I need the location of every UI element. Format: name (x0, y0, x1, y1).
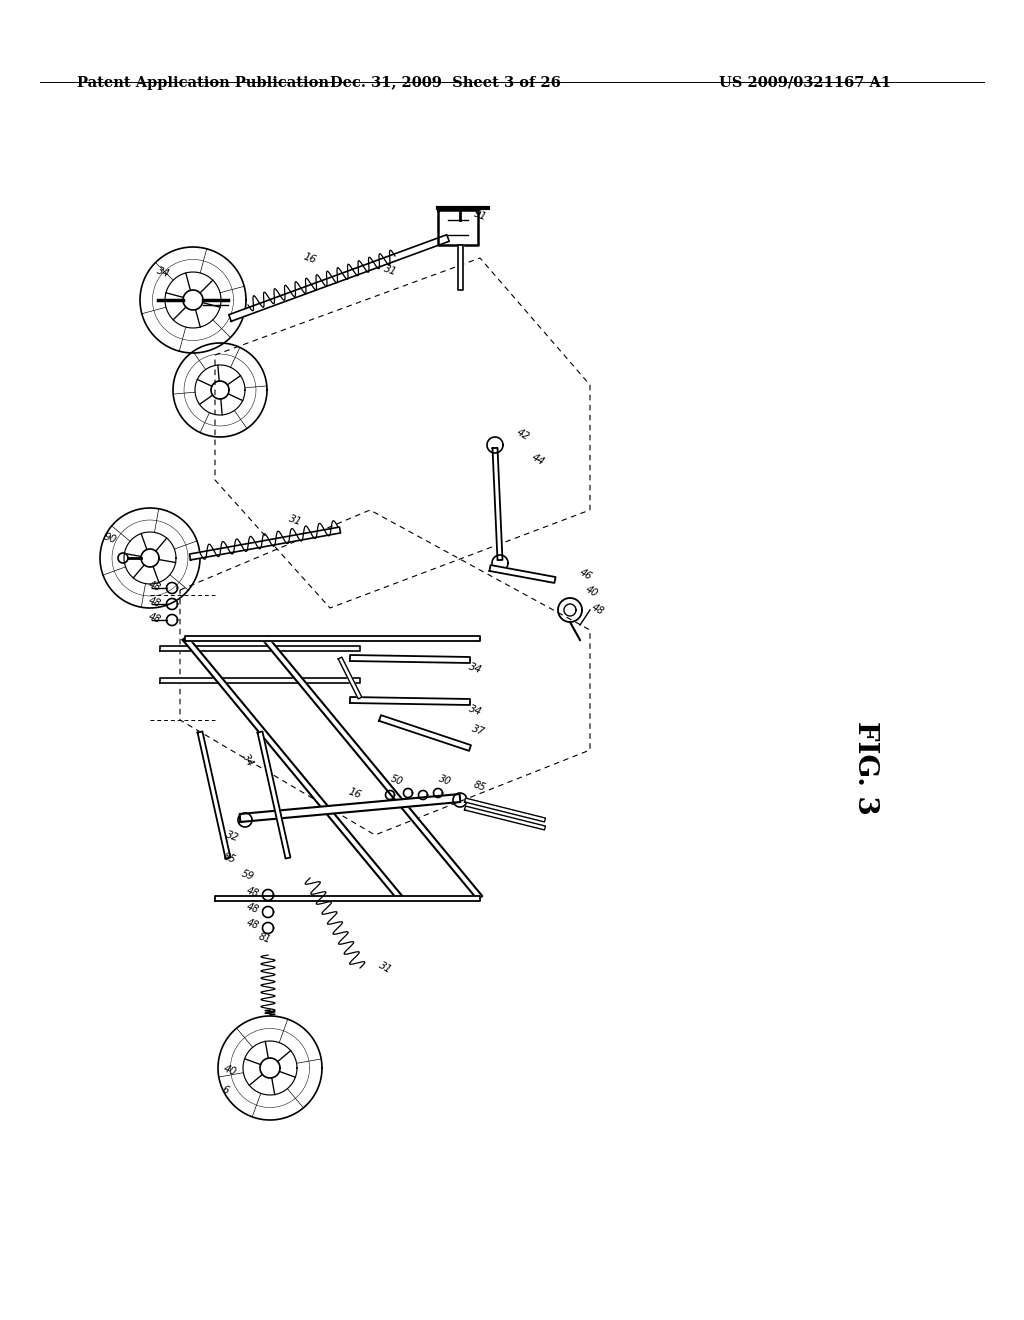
Text: 16: 16 (302, 251, 317, 265)
Text: 34: 34 (467, 704, 483, 717)
Polygon shape (350, 655, 470, 663)
Polygon shape (198, 731, 230, 858)
Text: 34: 34 (241, 752, 256, 768)
Polygon shape (185, 635, 480, 640)
Text: 30: 30 (437, 774, 453, 787)
Polygon shape (215, 895, 480, 900)
Text: 90: 90 (102, 531, 118, 545)
Text: 31: 31 (377, 961, 393, 975)
Text: 42: 42 (515, 428, 531, 442)
Polygon shape (379, 715, 471, 751)
Text: 40: 40 (222, 1063, 238, 1077)
Text: 32: 32 (224, 829, 240, 843)
Text: 48: 48 (147, 579, 163, 593)
Polygon shape (258, 731, 291, 858)
Text: 48: 48 (147, 611, 163, 624)
Text: 6: 6 (220, 1084, 229, 1096)
Text: 59: 59 (241, 869, 256, 882)
Polygon shape (465, 799, 546, 822)
Text: 48: 48 (147, 595, 163, 609)
Text: 46: 46 (579, 568, 594, 582)
Text: 34: 34 (155, 265, 171, 279)
Text: Patent Application Publication: Patent Application Publication (77, 75, 329, 90)
Polygon shape (489, 565, 556, 583)
Text: 48: 48 (246, 886, 260, 899)
Polygon shape (189, 527, 341, 560)
Text: 34: 34 (467, 661, 483, 675)
Polygon shape (182, 636, 402, 900)
Text: 16: 16 (347, 785, 362, 800)
Text: 31: 31 (287, 513, 303, 527)
Polygon shape (458, 246, 463, 290)
Text: 31: 31 (382, 263, 398, 277)
Text: 50: 50 (389, 774, 404, 787)
Polygon shape (160, 677, 360, 682)
Polygon shape (240, 795, 461, 822)
Text: 91: 91 (472, 209, 487, 222)
Text: 40: 40 (584, 585, 600, 599)
Text: 48: 48 (590, 602, 606, 618)
Text: 81: 81 (257, 931, 272, 945)
Polygon shape (160, 645, 360, 651)
Text: 44: 44 (529, 453, 546, 467)
Text: 85: 85 (222, 851, 238, 865)
Polygon shape (263, 636, 482, 900)
Text: 48: 48 (246, 902, 260, 915)
Polygon shape (465, 807, 546, 830)
Text: FIG. 3: FIG. 3 (852, 721, 879, 816)
Polygon shape (338, 657, 361, 698)
Text: US 2009/0321167 A1: US 2009/0321167 A1 (719, 75, 891, 90)
Text: 85: 85 (472, 779, 487, 793)
Polygon shape (350, 697, 470, 705)
Text: 48: 48 (246, 917, 260, 931)
Text: 37: 37 (470, 723, 486, 737)
Text: Dec. 31, 2009  Sheet 3 of 26: Dec. 31, 2009 Sheet 3 of 26 (330, 75, 561, 90)
Polygon shape (493, 447, 503, 560)
Polygon shape (228, 235, 450, 321)
